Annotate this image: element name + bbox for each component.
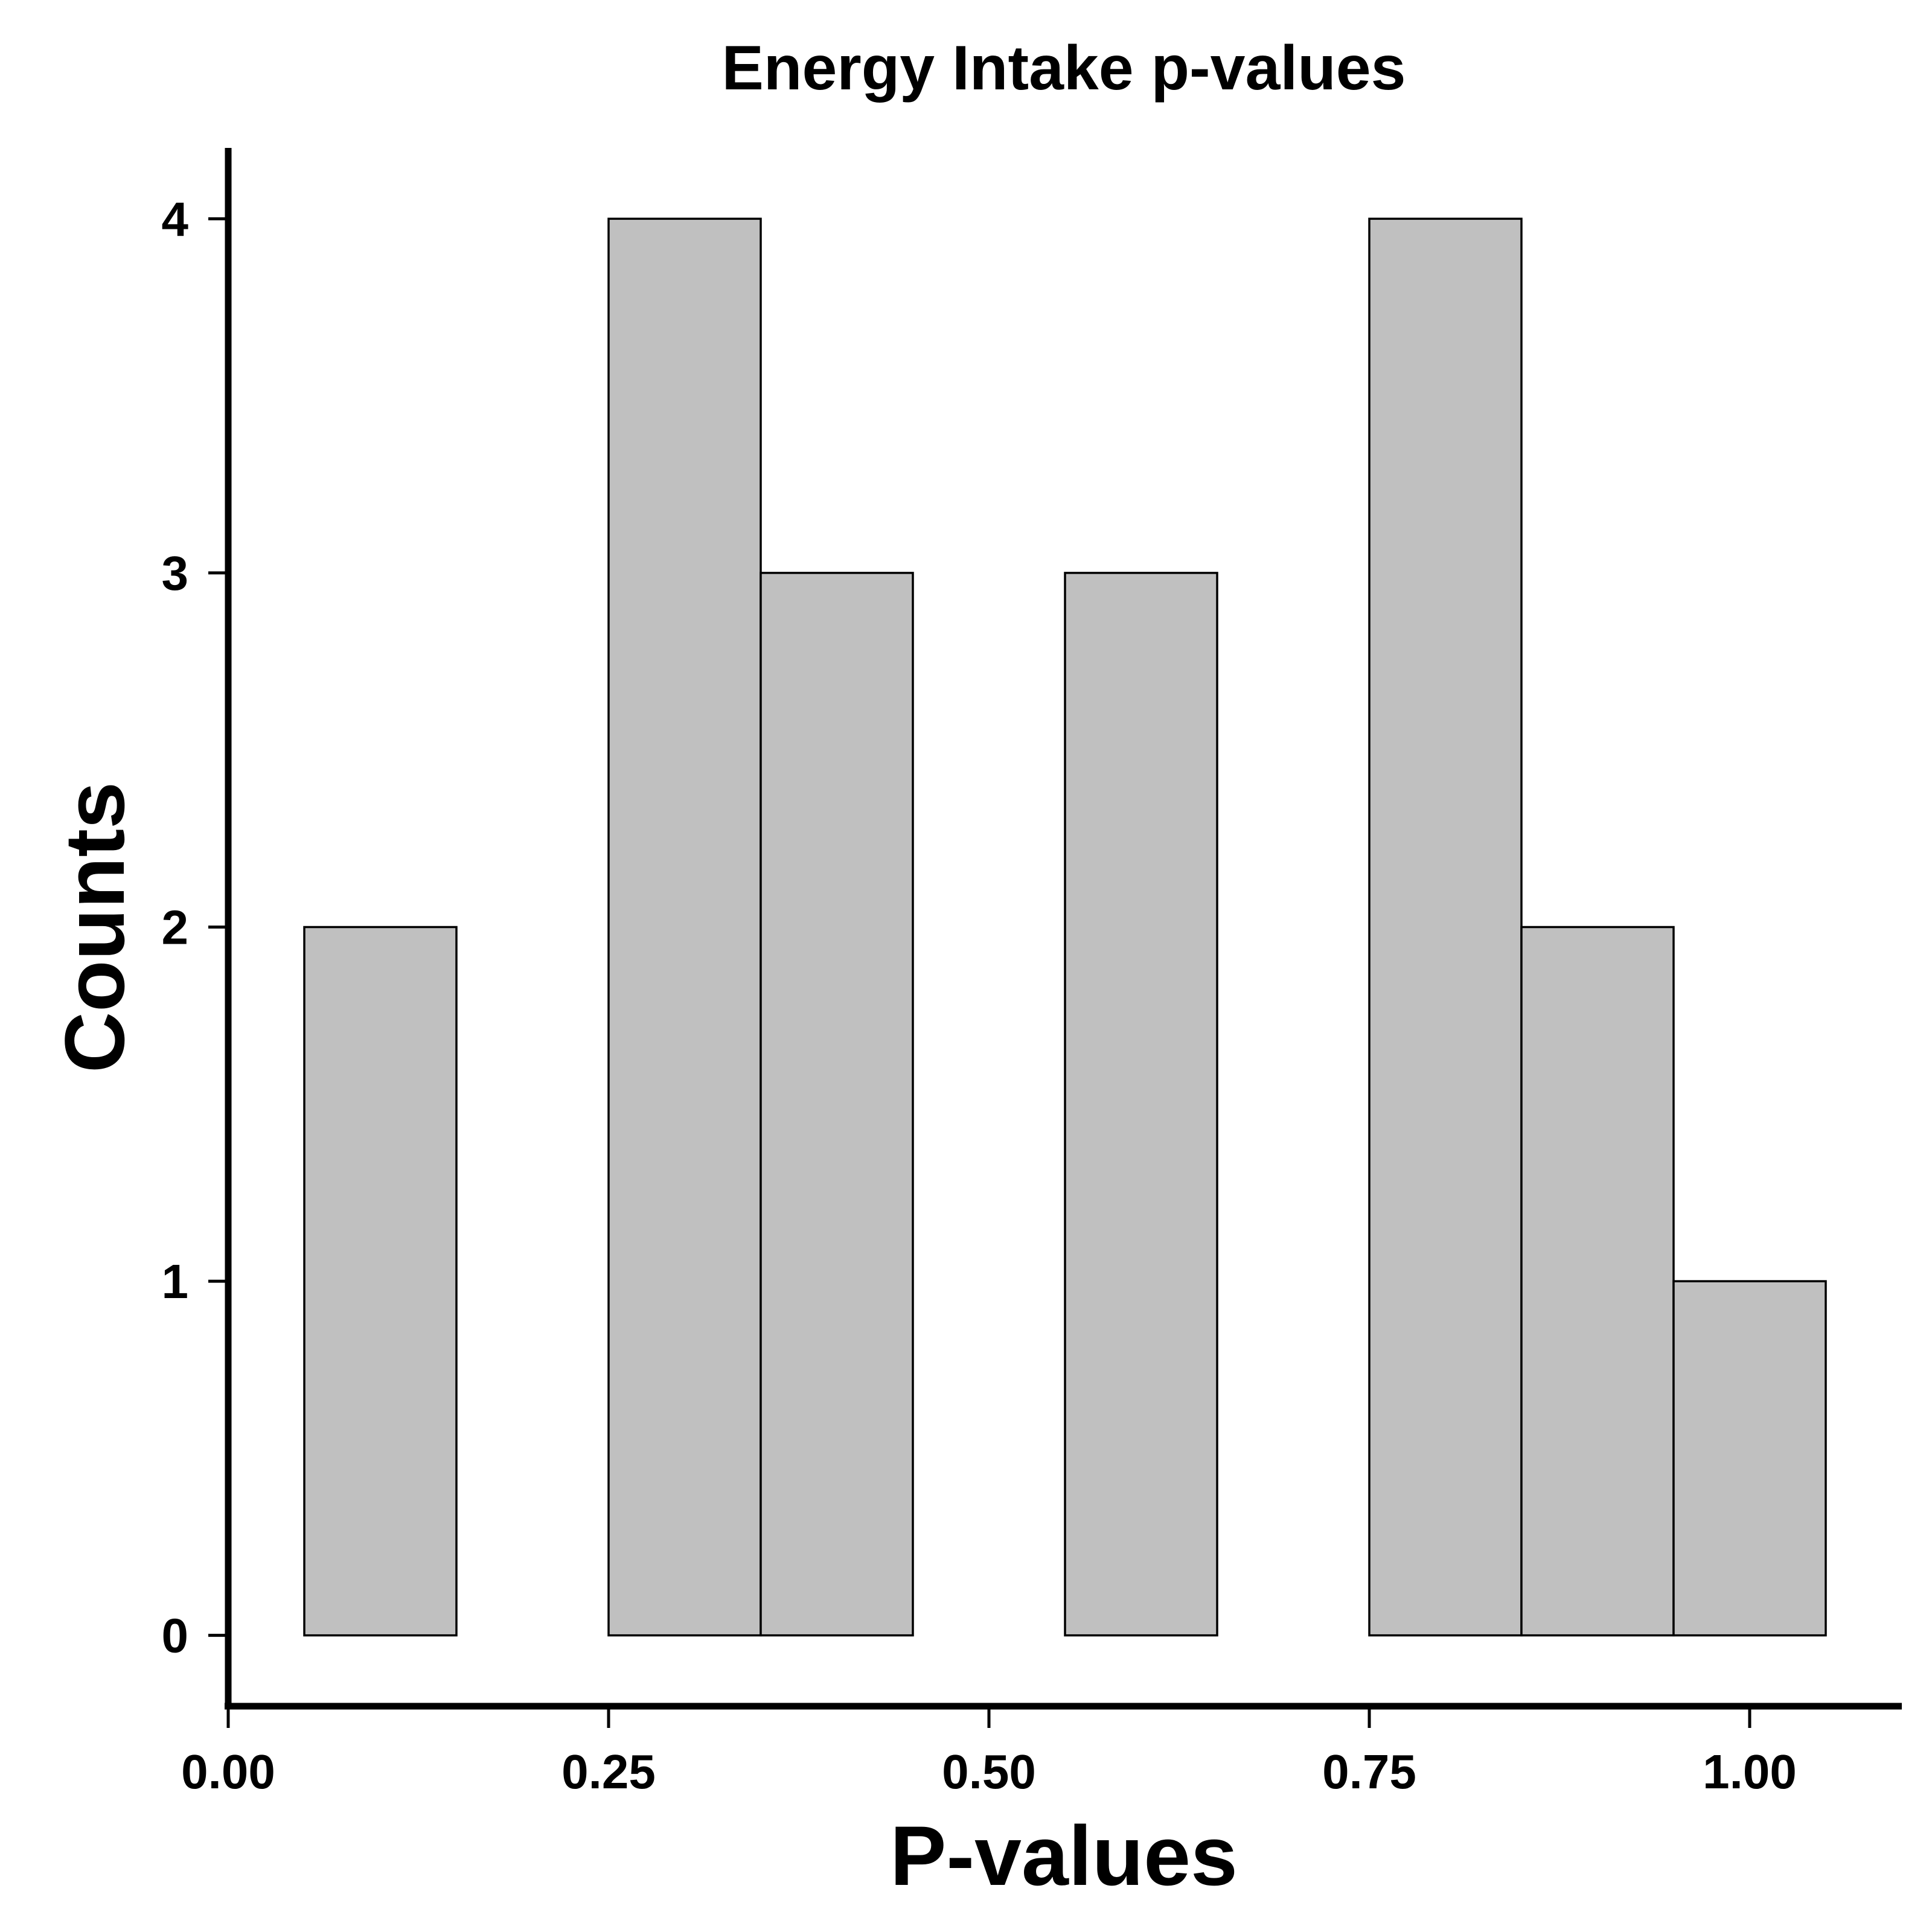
chart-title: Energy Intake p-values — [722, 33, 1406, 103]
histogram-bar — [303, 926, 458, 1637]
x-tick-label: 0.00 — [181, 1745, 275, 1799]
x-tick-label: 0.25 — [561, 1745, 656, 1799]
histogram-bar — [1672, 1280, 1827, 1637]
histogram-bar — [760, 572, 914, 1637]
x-tick-label: 0.75 — [1322, 1745, 1416, 1799]
histogram-bar — [1520, 926, 1675, 1637]
y-tick-label: 3 — [162, 546, 189, 600]
y-tick-label: 2 — [162, 901, 189, 955]
y-tick-label: 0 — [162, 1609, 189, 1663]
histogram-bar — [607, 217, 762, 1637]
x-tick-label: 0.50 — [942, 1745, 1036, 1799]
histogram-bar — [1368, 217, 1523, 1637]
y-tick-label: 4 — [162, 192, 189, 246]
bars-group — [303, 217, 1827, 1637]
histogram-bar — [1064, 572, 1218, 1637]
y-tick-label: 1 — [162, 1255, 189, 1308]
y-axis-ticks: 0 1 2 3 4 — [162, 192, 228, 1663]
y-axis-title: Counts — [47, 782, 142, 1073]
x-axis-title: P-values — [890, 1808, 1238, 1903]
x-tick-label: 1.00 — [1703, 1745, 1797, 1799]
x-axis-ticks: 0.00 0.25 0.50 0.75 1.00 — [181, 1706, 1797, 1799]
